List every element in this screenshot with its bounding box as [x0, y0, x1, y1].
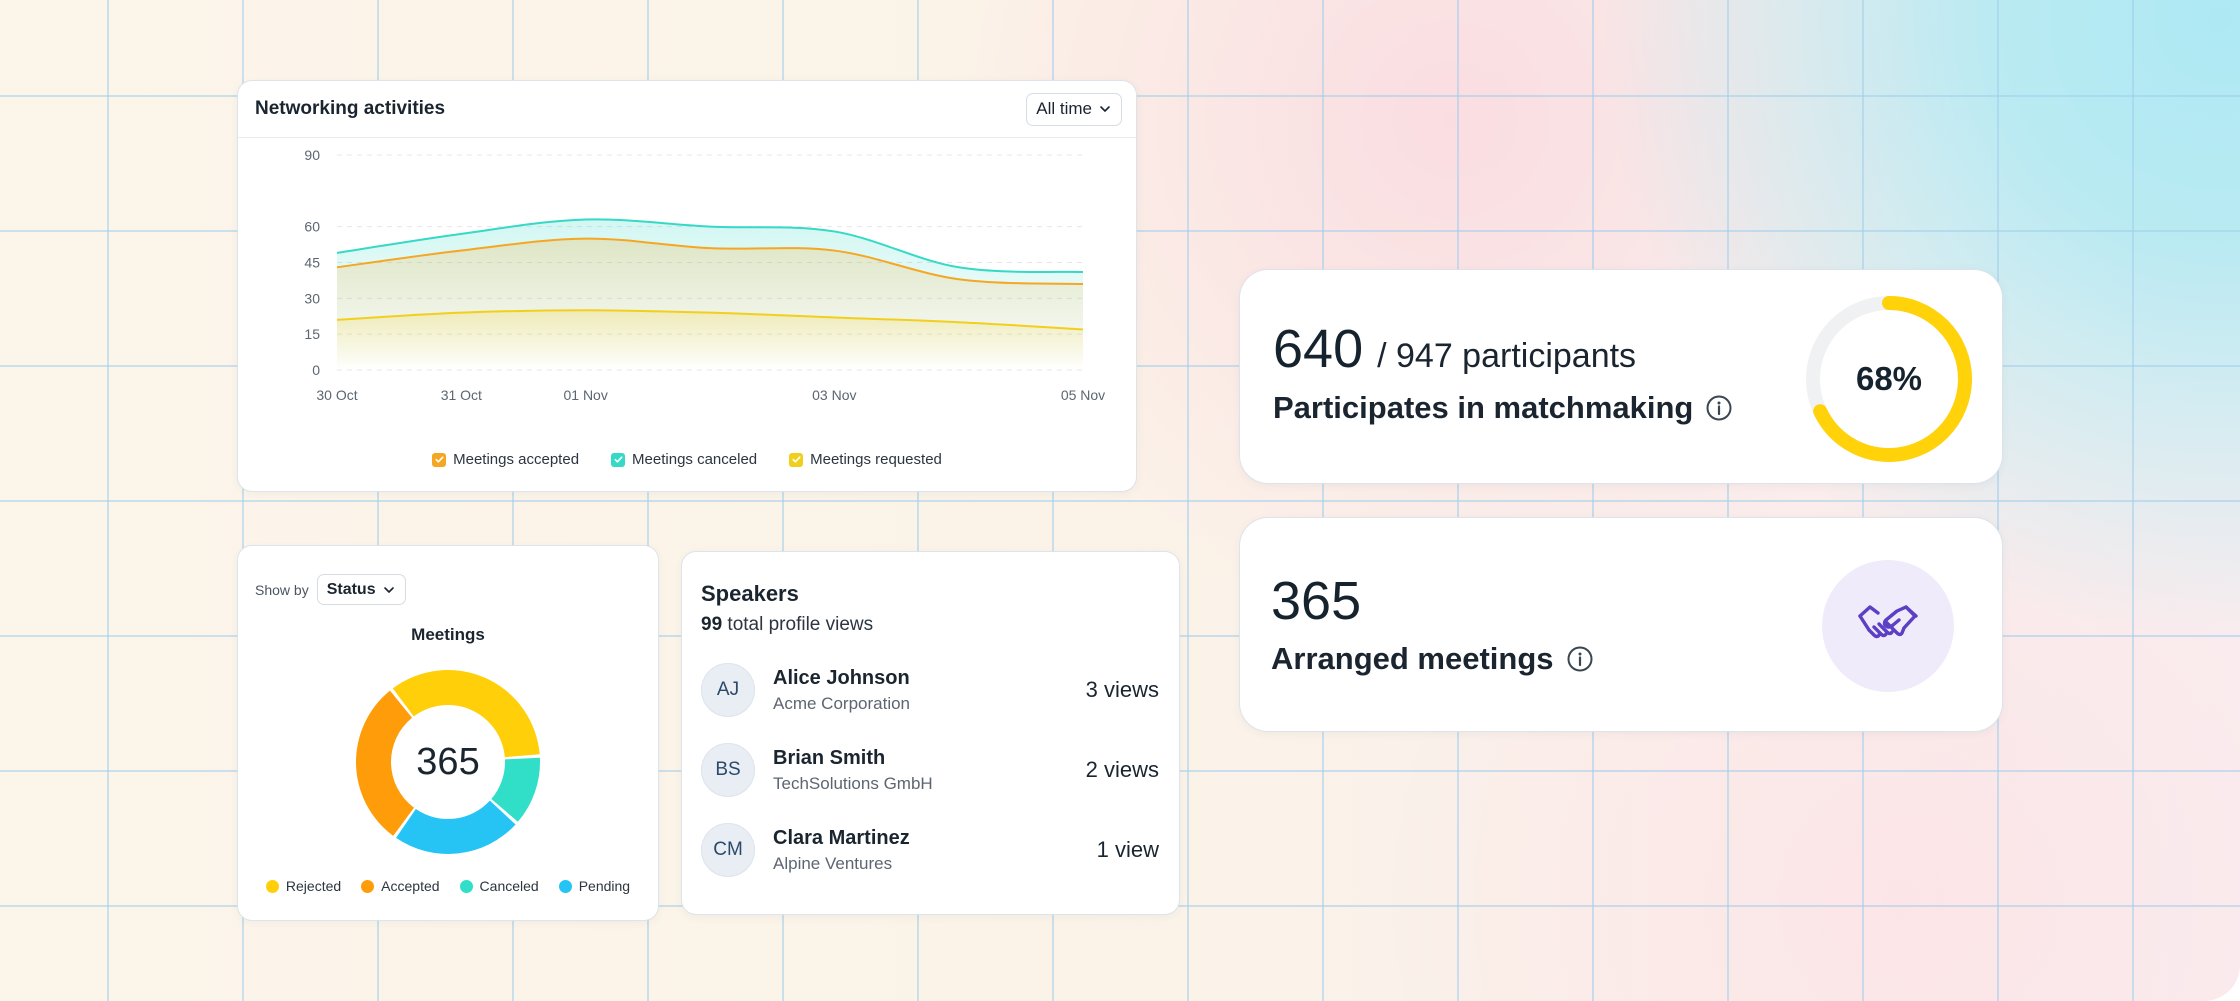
- x-tick-label: 31 Oct: [441, 387, 482, 403]
- legend-dot: [558, 879, 572, 893]
- speaker-name: Alice Johnson: [773, 666, 910, 689]
- matchmaking-total: / 947 participants: [1377, 337, 1637, 375]
- meetings-status-card: Show by Status Meetings 365 Rejected Acce…: [238, 546, 658, 920]
- y-tick-label: 90: [304, 147, 320, 163]
- info-icon[interactable]: [1705, 394, 1733, 422]
- matchmaking-label-row: Participates in matchmaking: [1273, 390, 1733, 426]
- avatar: CM: [701, 823, 755, 877]
- speaker-company: Alpine Ventures: [773, 853, 893, 873]
- y-tick-label: 45: [304, 255, 320, 271]
- status-select-value: Status: [326, 580, 376, 598]
- legend-dot: [265, 879, 279, 893]
- arranged-meetings-card: 365 Arranged meetings: [1240, 518, 2002, 731]
- checkbox-icon[interactable]: [611, 452, 626, 467]
- y-tick-label: 15: [304, 326, 320, 342]
- matchmaking-card: 640 / 947 participants Participates in m…: [1240, 270, 2002, 483]
- show-by-label: Show by: [255, 581, 309, 598]
- donut-segment[interactable]: [356, 690, 415, 836]
- arranged-count: 365: [1271, 571, 1362, 631]
- speaker-info: Clara Martinez Alpine Ventures: [773, 827, 910, 874]
- donut-segment[interactable]: [392, 670, 540, 758]
- speaker-info: Alice Johnson Acme Corporation: [773, 667, 910, 714]
- legend-label: Accepted: [381, 878, 440, 894]
- legend-item[interactable]: Meetings canceled: [611, 451, 757, 468]
- legend-item[interactable]: Meetings accepted: [432, 451, 579, 468]
- matchmaking-progress-ring: [1806, 296, 1972, 462]
- networking-activities-card: Networking activities All time 0 15 30 45 60…: [238, 81, 1136, 491]
- legend-label: Meetings canceled: [632, 451, 758, 468]
- legend-label: Canceled: [479, 878, 539, 894]
- donut-legend-item: Pending: [558, 878, 631, 894]
- speaker-row[interactable]: BS Brian Smith TechSolutions GmbH 2 views: [701, 742, 1159, 798]
- legend-label: Meetings accepted: [453, 451, 580, 468]
- chevron-down-icon: [383, 586, 394, 593]
- speaker-row[interactable]: CM Clara Martinez Alpine Ventures 1 view: [701, 822, 1159, 878]
- speaker-views: 3 views: [1085, 677, 1159, 702]
- matchmaking-count-line: 640 / 947 participants: [1273, 318, 1636, 380]
- chart-legend: Meetings accepted Meetings canceled Meetin…: [238, 451, 1136, 468]
- speaker-company: Acme Corporation: [773, 693, 911, 713]
- avatar: BS: [701, 743, 755, 797]
- chevron-down-icon: [1100, 106, 1110, 112]
- y-tick-label: 30: [304, 290, 320, 306]
- card-header: Networking activities All time: [238, 81, 1136, 138]
- avatar: AJ: [701, 663, 755, 717]
- matchmaking-label: Participates in matchmaking: [1273, 390, 1694, 425]
- donut-total: 365: [416, 740, 480, 783]
- donut-legend-item: Accepted: [361, 878, 440, 894]
- period-select[interactable]: All time: [1026, 92, 1122, 126]
- speaker-name: Clara Martinez: [773, 826, 910, 849]
- speakers-title: Speakers: [701, 581, 799, 606]
- total-views-label: total profile views: [727, 614, 874, 635]
- arranged-label: Arranged meetings: [1271, 641, 1554, 676]
- total-views-count: 99: [701, 614, 723, 635]
- speaker-info: Brian Smith TechSolutions GmbH: [773, 747, 933, 794]
- series-line: [336, 218, 1084, 274]
- info-icon[interactable]: [1566, 645, 1594, 673]
- handshake-badge: [1822, 560, 1954, 692]
- donut-legend-item: Canceled: [459, 878, 539, 894]
- show-by-control: Show by Status: [255, 574, 406, 605]
- status-select[interactable]: Status: [316, 574, 406, 605]
- legend-label: Pending: [578, 878, 631, 894]
- card-title: Networking activities: [255, 98, 446, 119]
- donut-segment[interactable]: [396, 800, 516, 854]
- period-select-value: All time: [1036, 99, 1092, 118]
- progress-arc: [1806, 296, 1972, 462]
- legend-dot: [459, 879, 473, 893]
- series-line: [336, 309, 1084, 331]
- donut-legend: Rejected Accepted Canceled Pending: [238, 878, 658, 894]
- legend-label: Meetings requested: [810, 451, 942, 468]
- legend-dot: [361, 879, 375, 893]
- speaker-row[interactable]: AJ Alice Johnson Acme Corporation 3 views: [701, 662, 1159, 718]
- meetings-donut-chart: [356, 670, 540, 854]
- checkbox-icon[interactable]: [789, 452, 804, 467]
- donut-legend-item: Rejected: [265, 878, 342, 894]
- legend-item[interactable]: Meetings requested: [789, 451, 942, 468]
- speaker-views: 1 view: [1096, 837, 1159, 862]
- speaker-views: 2 views: [1085, 757, 1159, 782]
- speaker-company: TechSolutions GmbH: [773, 773, 933, 793]
- x-tick-label: 30 Oct: [316, 387, 357, 403]
- x-tick-label: 05 Nov: [1061, 387, 1105, 403]
- speakers-card: Speakers 99 total profile views AJ Alice …: [682, 552, 1179, 914]
- x-tick-label: 01 Nov: [563, 387, 607, 403]
- checkbox-icon[interactable]: [432, 452, 447, 467]
- legend-label: Rejected: [285, 878, 342, 894]
- matchmaking-count: 640: [1273, 319, 1364, 379]
- arranged-label-row: Arranged meetings: [1271, 641, 1594, 677]
- networking-line-chart: 0 15 30 45 60 90 30 Oct 31 Oct 01 Nov 03 Nov 05 No…: [304, 147, 1105, 403]
- matchmaking-percent: 68%: [1855, 360, 1923, 397]
- handshake-icon: [1858, 605, 1918, 639]
- speaker-name: Brian Smith: [773, 746, 886, 769]
- donut-title: Meetings: [411, 625, 485, 644]
- y-tick-label: 0: [312, 362, 320, 378]
- series-line: [336, 237, 1084, 285]
- x-tick-label: 03 Nov: [812, 387, 856, 403]
- y-tick-label: 60: [304, 219, 320, 235]
- speakers-total-views: 99 total profile views: [701, 614, 873, 636]
- series-area: [337, 310, 1083, 370]
- donut-segment[interactable]: [491, 757, 540, 822]
